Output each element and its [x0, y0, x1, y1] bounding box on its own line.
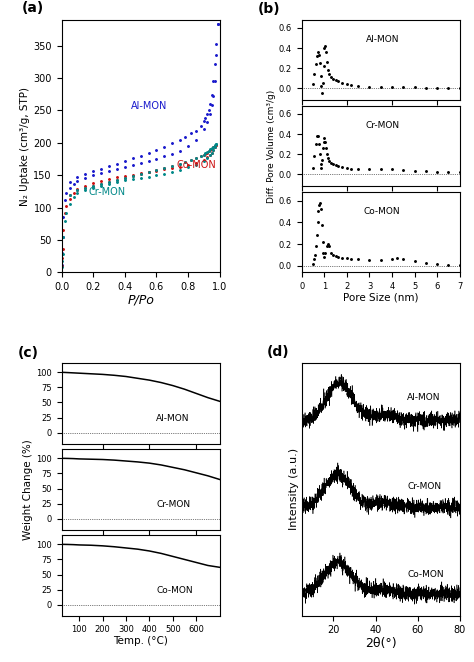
Text: (c): (c) — [18, 346, 38, 359]
Text: Al-MON: Al-MON — [366, 35, 400, 44]
X-axis label: P/Po: P/Po — [127, 293, 154, 307]
Y-axis label: Intensity (a.u.): Intensity (a.u.) — [289, 448, 299, 530]
Y-axis label: N₂ Uptake (cm³/g, STP): N₂ Uptake (cm³/g, STP) — [20, 87, 30, 206]
Y-axis label: Weight Change (%): Weight Change (%) — [23, 439, 33, 540]
Y-axis label: Diff. Pore Volume (cm³/g): Diff. Pore Volume (cm³/g) — [267, 89, 276, 203]
Text: Cr-MON: Cr-MON — [407, 482, 441, 491]
Text: (a): (a) — [22, 1, 45, 15]
Text: Al-MON: Al-MON — [407, 393, 441, 402]
Text: Co-MON: Co-MON — [363, 207, 400, 216]
X-axis label: 2θ(°): 2θ(°) — [365, 637, 397, 650]
Text: Co-MON: Co-MON — [156, 586, 193, 595]
Text: Al-MON: Al-MON — [131, 101, 167, 111]
Text: Cr-MON: Cr-MON — [89, 187, 126, 197]
Text: Co-MON: Co-MON — [407, 570, 444, 579]
Text: Co-MON: Co-MON — [177, 160, 217, 170]
Text: (b): (b) — [257, 3, 280, 17]
Text: Cr-MON: Cr-MON — [365, 121, 400, 130]
Text: (d): (d) — [267, 345, 290, 359]
X-axis label: Temp. (°C): Temp. (°C) — [113, 636, 168, 645]
Text: Al-MON: Al-MON — [156, 414, 190, 423]
Text: Cr-MON: Cr-MON — [156, 500, 191, 509]
X-axis label: Pore Size (nm): Pore Size (nm) — [343, 293, 419, 303]
